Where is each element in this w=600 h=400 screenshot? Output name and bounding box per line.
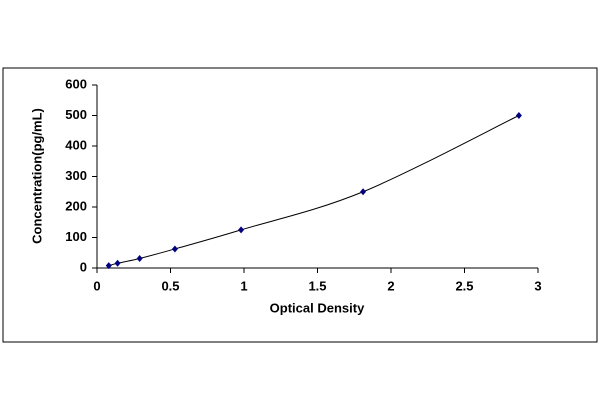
data-point	[515, 112, 522, 119]
x-tick-label: 1.5	[308, 278, 326, 293]
x-tick-label: 3	[534, 278, 541, 293]
y-tick-label: 100	[65, 229, 87, 244]
y-tick-label: 0	[80, 259, 87, 274]
data-point	[171, 245, 178, 253]
y-tick-label: 200	[65, 198, 87, 213]
x-tick-label: 0.5	[161, 278, 179, 293]
chart-frame	[2, 67, 598, 343]
x-tick-label: 2.5	[455, 278, 473, 293]
data-point	[136, 254, 143, 262]
data-point	[105, 262, 112, 270]
data-point	[114, 259, 121, 267]
data-point	[360, 188, 367, 196]
y-tick-label: 400	[65, 137, 87, 152]
x-axis-label: Optical Density	[270, 300, 365, 315]
data-point	[238, 226, 245, 234]
x-tick-label: 1	[240, 278, 247, 293]
x-tick-label: 0	[93, 278, 100, 293]
y-tick-label: 300	[65, 168, 87, 183]
y-tick-label: 600	[65, 76, 87, 91]
y-tick-label: 500	[65, 107, 87, 122]
x-tick-label: 2	[387, 278, 394, 293]
y-axis-label: Concentration(pg/mL)	[29, 108, 44, 244]
